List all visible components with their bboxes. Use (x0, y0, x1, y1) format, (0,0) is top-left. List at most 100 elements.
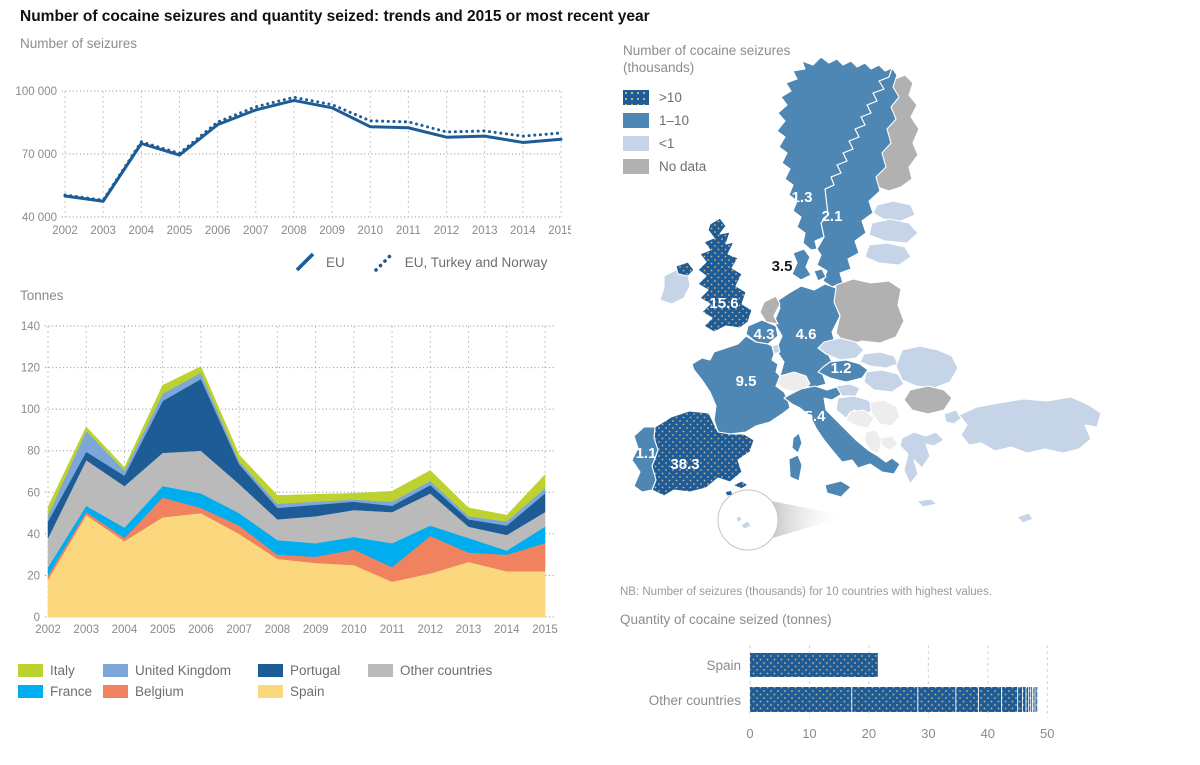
area-legend-row-2: France Belgium Spain (18, 681, 492, 702)
line-chart-grid (62, 90, 562, 218)
nb-note: NB: Number of seizures (thousands) for 1… (620, 586, 993, 598)
y-tick-label: 100 000 (15, 86, 57, 98)
x-tick-label: 2002 (35, 624, 61, 636)
bar-label-other-countries: Other countries (649, 693, 742, 708)
legend-item-france: France (18, 684, 103, 699)
other-countries-segment (1022, 687, 1026, 712)
map-country-hungary (863, 369, 905, 393)
x-tick-label: 2006 (188, 624, 214, 636)
x-tick-label: 2005 (167, 225, 193, 237)
area-chart-layers (47, 366, 546, 618)
1to10-label: 1–10 (659, 113, 690, 128)
map-value-label: 4.6 (796, 326, 817, 343)
belgium-swatch (103, 685, 128, 698)
y-tick-label: 0 (34, 612, 40, 624)
quantity-bar-chart: 0 10 20 30 40 50 Spain Other countries (649, 645, 1054, 741)
map-country-estonia (872, 200, 916, 222)
map-value-label: 2.1 (822, 208, 843, 225)
x-tick-label: 2006 (205, 225, 231, 237)
line-chart-label: Number of seizures (20, 36, 138, 51)
map-country-poland (831, 278, 905, 346)
italy-swatch (18, 664, 43, 677)
other-countries-segment (1036, 687, 1038, 712)
map-country-austria (817, 359, 869, 383)
legend-item-portugal: Portugal (258, 663, 368, 678)
y-tick-label: 40 (27, 529, 40, 541)
legend-label-portugal: Portugal (290, 663, 341, 678)
gt10-swatch (623, 90, 649, 105)
x-tick-label: 2010 (357, 225, 383, 237)
legend-item-united-kingdom: United Kingdom (103, 663, 258, 678)
other-countries-segment (1029, 687, 1031, 712)
map-legend-item-no-data: No data (623, 155, 813, 178)
map-countries-group (631, 56, 1102, 524)
area-layer-italy (47, 366, 546, 522)
map-country-slovenia (835, 383, 861, 397)
map-country-corsica (791, 432, 803, 454)
magnifier-cone (766, 500, 847, 540)
map-value-label: 38.3 (670, 456, 699, 473)
x-tick-label: 2002 (52, 225, 78, 237)
other-countries-swatch (368, 664, 393, 677)
other-countries-segment (1032, 687, 1034, 712)
y-tick-label: 60 (27, 487, 40, 499)
x-tick-label: 2003 (90, 225, 116, 237)
y-tick-label: 40 000 (22, 212, 57, 224)
map-country-bulgaria (903, 385, 953, 415)
legend-label-eu-turkey-norway: EU, Turkey and Norway (404, 254, 548, 270)
bar-x-tick-label: 0 (746, 726, 753, 741)
map-value-label: 1.2 (831, 360, 852, 377)
area-chart-label: Tonnes (20, 288, 64, 303)
map-legend-item-lt1: <1 (623, 132, 813, 155)
map-value-label: 5.4 (805, 408, 827, 425)
map-country-norway (776, 56, 893, 251)
map-country-netherlands (759, 295, 781, 325)
map-country-crete (916, 498, 938, 508)
eu-line (63, 98, 563, 203)
area-legend-row-1: Italy United Kingdom Portugal Other coun… (18, 660, 492, 681)
legend-label-other-countries: Other countries (400, 663, 493, 678)
map-value-label: 1.3 (792, 189, 813, 206)
map-legend-item-gt10: >10 (623, 86, 813, 109)
area-chart-legend: Italy United Kingdom Portugal Other coun… (18, 660, 492, 702)
other-countries-segment (918, 687, 956, 712)
other-countries-segment (956, 687, 978, 712)
map-value-label: 1.1 (636, 445, 657, 462)
other-countries-segment (1026, 687, 1029, 712)
map-value-label: 4.3 (754, 326, 775, 343)
bar-x-tick-label: 40 (981, 726, 995, 741)
map-legend-item-1to10: 1–10 (623, 109, 813, 132)
magnifier-circle (717, 489, 779, 551)
legend-item-belgium: Belgium (103, 684, 258, 699)
1to10-swatch (623, 113, 649, 128)
map-country-portugal (631, 426, 659, 493)
legend-label-eu: EU (326, 254, 345, 270)
x-tick-label: 2007 (243, 225, 269, 237)
legend-item-eu-turkey-norway: EU, Turkey and Norway (371, 250, 548, 274)
x-tick-label: 2009 (303, 624, 329, 636)
x-tick-label: 2007 (226, 624, 252, 636)
y-tick-label: 100 (21, 404, 40, 416)
map-value-labels: 1.3 2.1 3.5 15.6 4.3 4.6 9.5 1.2 5.4 1.1 38.3 (636, 189, 852, 473)
line-chart-legend: EU EU, Turkey and Norway (292, 250, 547, 274)
tonnes-area-chart: 2002 2003 2004 2005 2006 2007 2008 2009 2010 2011… (21, 321, 558, 636)
x-tick-label: 2008 (265, 624, 291, 636)
map-country-albania (863, 429, 883, 455)
map-country-turkey (958, 396, 1102, 454)
map-legend: Number of cocaine seizures (thousands) >… (623, 42, 813, 178)
gt10-label: >10 (659, 90, 682, 105)
eu-turkey-norway-line (63, 95, 563, 202)
united-kingdom-swatch (103, 664, 128, 677)
x-tick-label: 2009 (319, 225, 345, 237)
bar-chart-title: Quantity of cocaine seized (tonnes) (620, 612, 832, 627)
map-value-label: 9.5 (736, 373, 757, 390)
map-country-bosnia (845, 409, 875, 429)
x-tick-label: 2013 (472, 225, 498, 237)
legend-label-spain: Spain (290, 684, 325, 699)
legend-item-other-countries: Other countries (368, 663, 492, 678)
bar-x-tick-label: 50 (1040, 726, 1054, 741)
other-countries-segment (978, 687, 1002, 712)
map-country-denmark (791, 248, 812, 281)
other-countries-segment (1018, 687, 1022, 712)
x-tick-label: 2005 (150, 624, 176, 636)
